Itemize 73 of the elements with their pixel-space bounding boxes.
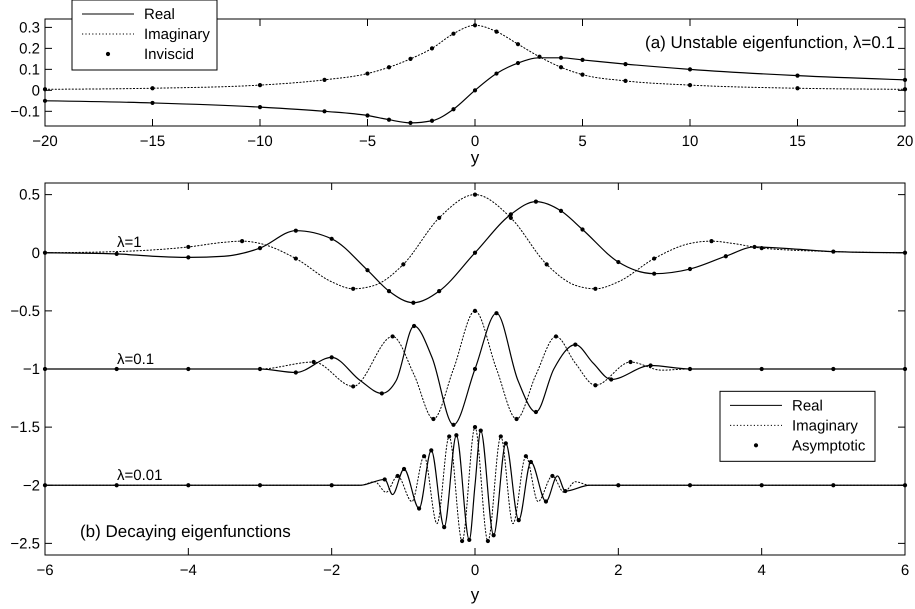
point: [795, 74, 800, 78]
point: [258, 105, 262, 110]
point: [558, 65, 564, 70]
x-tick-label: 6: [900, 562, 910, 579]
y-tick-label: −1: [22, 361, 40, 378]
point: [430, 118, 434, 123]
x-tick-label: −10: [247, 133, 273, 150]
x-tick-label: 4: [757, 562, 766, 579]
point: [688, 82, 692, 88]
x-tick-label: −4: [180, 562, 197, 579]
x-axis-title: y: [470, 148, 480, 167]
point: [430, 46, 434, 50]
annotation: (b) Decaying eigenfunctions: [80, 522, 291, 541]
point: [408, 120, 413, 125]
x-axis-title: y: [470, 585, 480, 604]
x-tick-label: 0: [470, 133, 480, 150]
annotation: (a) Unstable eigenfunction, λ=0.1: [645, 33, 895, 52]
x-tick-label: −15: [140, 133, 166, 150]
point: [623, 78, 628, 83]
x-tick-label: −5: [358, 133, 376, 150]
x-tick-label: 5: [578, 133, 587, 150]
point: [150, 100, 155, 106]
legend-label: Real: [144, 6, 175, 23]
y-tick-label: 0.5: [19, 186, 40, 204]
x-tick-label: 2: [614, 562, 623, 579]
point: [494, 71, 499, 76]
point: [386, 65, 392, 70]
x-tick-label: 20: [896, 133, 914, 150]
x-tick-label: 15: [789, 133, 806, 150]
point: [580, 58, 585, 62]
y-tick-label: 0.2: [19, 40, 40, 58]
point: [516, 60, 520, 66]
point: [451, 32, 456, 36]
y-tick-label: −2: [22, 477, 40, 494]
y-tick-label: −0.5: [10, 302, 40, 320]
annotation: λ=1: [117, 234, 142, 251]
legend-label: Asymptotic: [792, 437, 866, 454]
point: [322, 78, 327, 82]
point: [494, 29, 499, 34]
y-tick-label: −1.5: [10, 419, 40, 436]
point: [795, 86, 800, 90]
point: [365, 113, 370, 118]
legend-label: Real: [792, 397, 823, 414]
point: [580, 72, 585, 77]
point: [537, 54, 542, 59]
y-tick-label: 0.1: [19, 61, 40, 78]
x-tick-label: 10: [682, 133, 698, 150]
point: [451, 107, 456, 112]
point: [408, 56, 413, 61]
annotation: λ=0.01: [117, 467, 162, 484]
point: [688, 67, 692, 72]
point: [322, 109, 327, 114]
point: [386, 118, 392, 122]
annotation: λ=0.1: [117, 351, 154, 368]
x-tick-label: −2: [323, 562, 340, 579]
legend-label: Imaginary: [792, 417, 858, 434]
x-tick-label: −6: [36, 562, 54, 579]
point: [558, 56, 564, 60]
y-tick-label: 0: [32, 244, 40, 262]
y-tick-label: 0.3: [19, 19, 40, 36]
point: [150, 86, 155, 90]
x-tick-label: −20: [32, 133, 58, 150]
y-tick-label: −0.1: [10, 103, 40, 120]
legend-label: Inviscid: [144, 46, 194, 63]
y-tick-label: −2.5: [10, 535, 40, 552]
legend-label: Imaginary: [144, 26, 210, 43]
point: [258, 82, 262, 88]
point: [365, 71, 370, 76]
point: [472, 88, 478, 92]
x-tick-label: 0: [470, 562, 480, 579]
y-tick-label: 0: [32, 82, 40, 100]
point: [516, 42, 520, 46]
point: [623, 62, 628, 66]
